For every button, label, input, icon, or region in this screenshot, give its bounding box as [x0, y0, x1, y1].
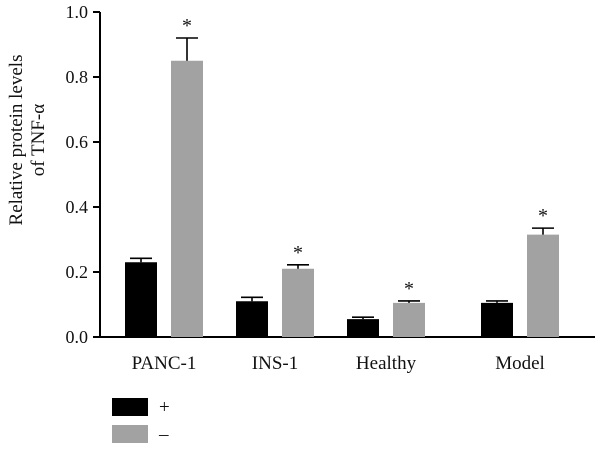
y-axis-title-line-2: of TNF-α — [28, 104, 49, 176]
significance-marker: * — [293, 242, 303, 264]
legend: +– — [112, 397, 170, 445]
legend-swatch-plus — [112, 398, 148, 416]
bar-minus-panc-1 — [171, 60, 203, 337]
bar-minus-healthy — [393, 302, 425, 337]
bar-minus-ins-1 — [282, 268, 314, 337]
y-tick-label: 0.2 — [66, 262, 89, 282]
significance-marker: * — [404, 278, 414, 300]
significance-marker: * — [538, 205, 548, 227]
bar-minus-model — [527, 234, 559, 337]
y-axis-title: Relative protein levels of TNF-α — [6, 55, 49, 226]
bar-plus-panc-1 — [125, 262, 157, 337]
x-category-label: PANC-1 — [132, 353, 197, 374]
x-category-label: Model — [495, 353, 545, 374]
y-axis-title-line-1: Relative protein levels — [6, 55, 27, 226]
x-category-label: INS-1 — [252, 353, 298, 374]
x-category-label: Healthy — [356, 353, 417, 374]
legend-label-minus: – — [158, 424, 169, 445]
y-tick-label: 0.4 — [66, 197, 89, 217]
bar-plus-model — [481, 302, 513, 337]
legend-label-plus: + — [159, 397, 170, 418]
y-tick-label: 0.6 — [66, 132, 89, 152]
y-tick-label: 0.0 — [66, 327, 89, 347]
plot-area: 0.0 0.2 0.4 0.6 0.8 1.0 * PANC-1 * INS-1 * Healthy *… — [66, 2, 595, 374]
y-tick-label: 1.0 — [66, 2, 89, 22]
significance-marker: * — [182, 15, 192, 37]
y-tick-label: 0.8 — [66, 67, 89, 87]
legend-swatch-minus — [112, 425, 148, 443]
bar-plus-ins-1 — [236, 301, 268, 337]
bar-plus-healthy — [347, 319, 379, 337]
